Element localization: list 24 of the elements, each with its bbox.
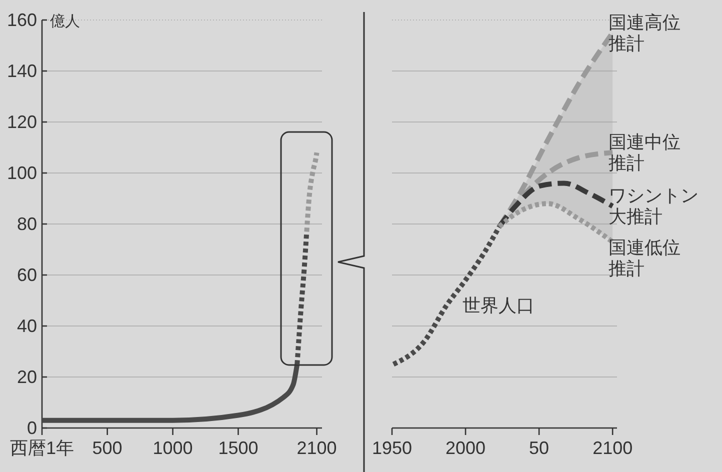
- x-tick-label: 2100: [592, 438, 633, 458]
- y-tick-label: 40: [16, 316, 37, 336]
- y-tick-label: 80: [16, 214, 37, 234]
- x-tick-label: 50: [529, 438, 550, 458]
- y-tick-label: 60: [16, 265, 37, 285]
- x-tick-label: 1500: [218, 438, 258, 458]
- series-label: ワシントン大推計: [608, 186, 699, 227]
- y-axis-title: 億人: [50, 13, 80, 30]
- y-tick-label: 100: [6, 163, 37, 183]
- x-tick-label: 西暦1年: [10, 438, 74, 458]
- x-tick-label: 1950: [372, 438, 412, 458]
- x-tick-label: 2100: [296, 438, 337, 458]
- y-tick-label: 20: [16, 367, 37, 387]
- y-tick-label: 140: [6, 61, 37, 81]
- x-tick-label: 500: [92, 438, 122, 458]
- series-label: 国連高位推計: [608, 12, 681, 54]
- x-tick-label: 2000: [446, 438, 486, 458]
- x-tick-label: 1000: [152, 438, 193, 458]
- y-tick-label: 160: [6, 10, 37, 30]
- series-label: 国連低位推計: [608, 238, 681, 279]
- y-tick-label: 0: [26, 418, 37, 438]
- y-tick-label: 120: [6, 112, 37, 132]
- series-label: 世界人口: [462, 296, 534, 316]
- series-label: 国連中位推計: [608, 132, 681, 174]
